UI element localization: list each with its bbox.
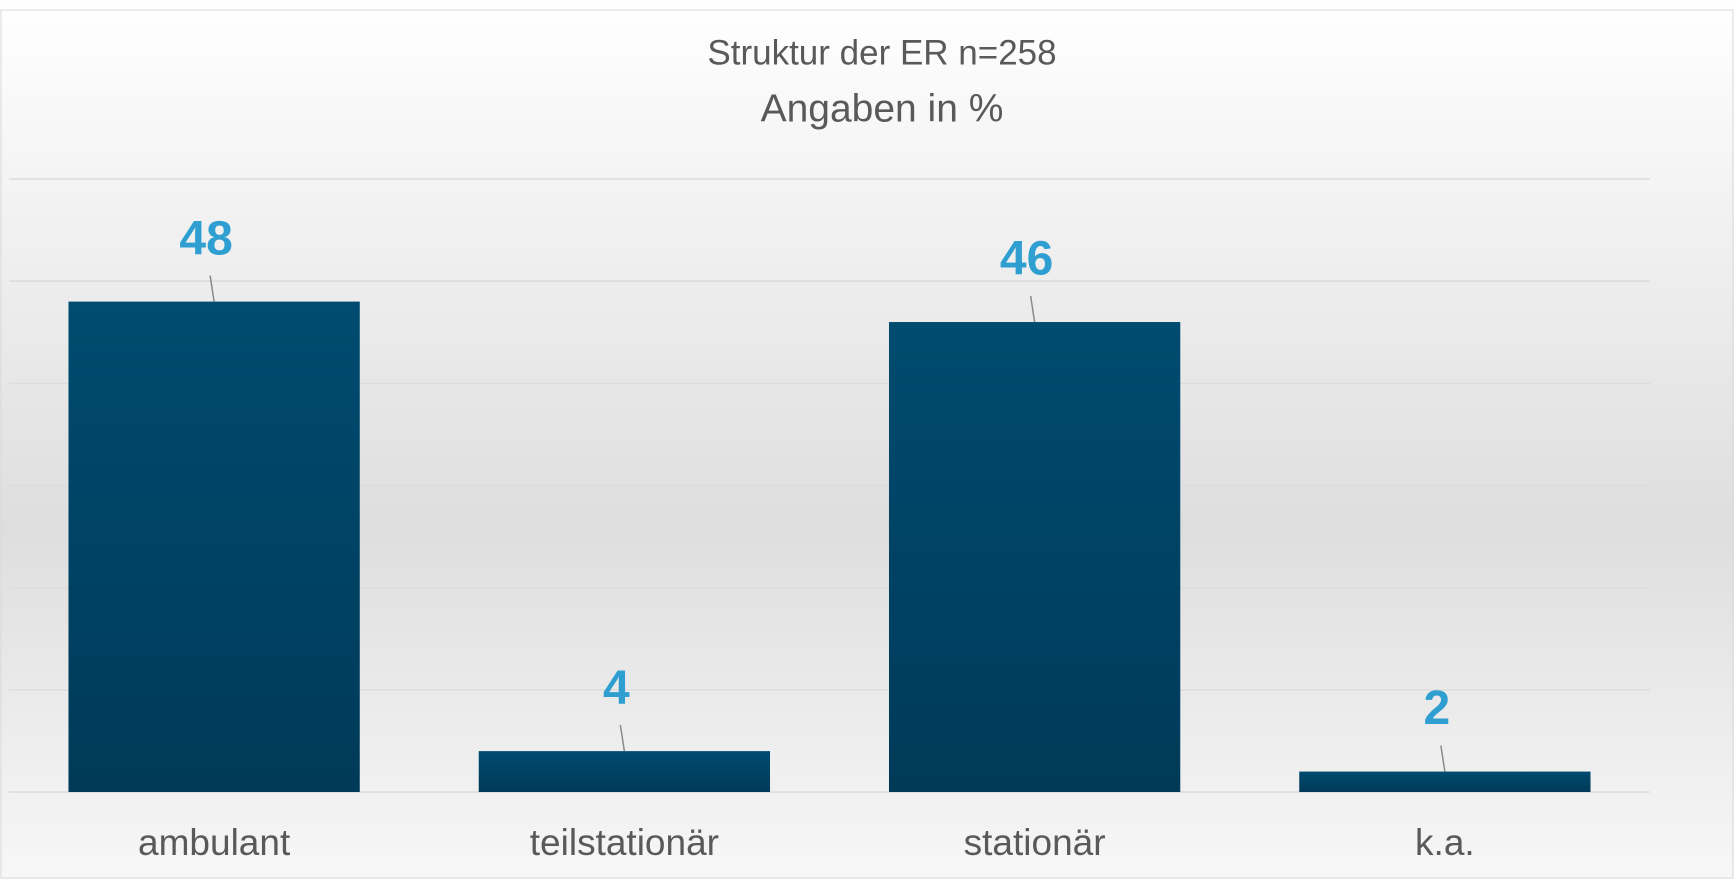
bar <box>68 301 360 792</box>
bar <box>1299 771 1591 792</box>
leader-line <box>209 275 215 302</box>
bar <box>478 751 771 792</box>
data-label: 2 <box>1424 682 1451 735</box>
chart-title: Struktur der ER n=258 <box>707 33 1056 72</box>
leader-line <box>1440 745 1446 772</box>
x-tick-label: stationär <box>964 822 1106 863</box>
chart-subtitle: Angaben in % <box>761 87 1004 130</box>
data-label: 48 <box>179 212 232 265</box>
bar <box>888 322 1181 792</box>
x-tick-label: ambulant <box>138 822 291 863</box>
x-tick-label: k.a. <box>1415 822 1475 863</box>
frame <box>0 9 1734 879</box>
leader-line <box>1029 295 1036 323</box>
x-tick-label: teilstationär <box>530 822 719 863</box>
leader-line <box>619 725 626 752</box>
data-label: 4 <box>603 662 630 715</box>
data-label: 46 <box>1000 233 1053 286</box>
